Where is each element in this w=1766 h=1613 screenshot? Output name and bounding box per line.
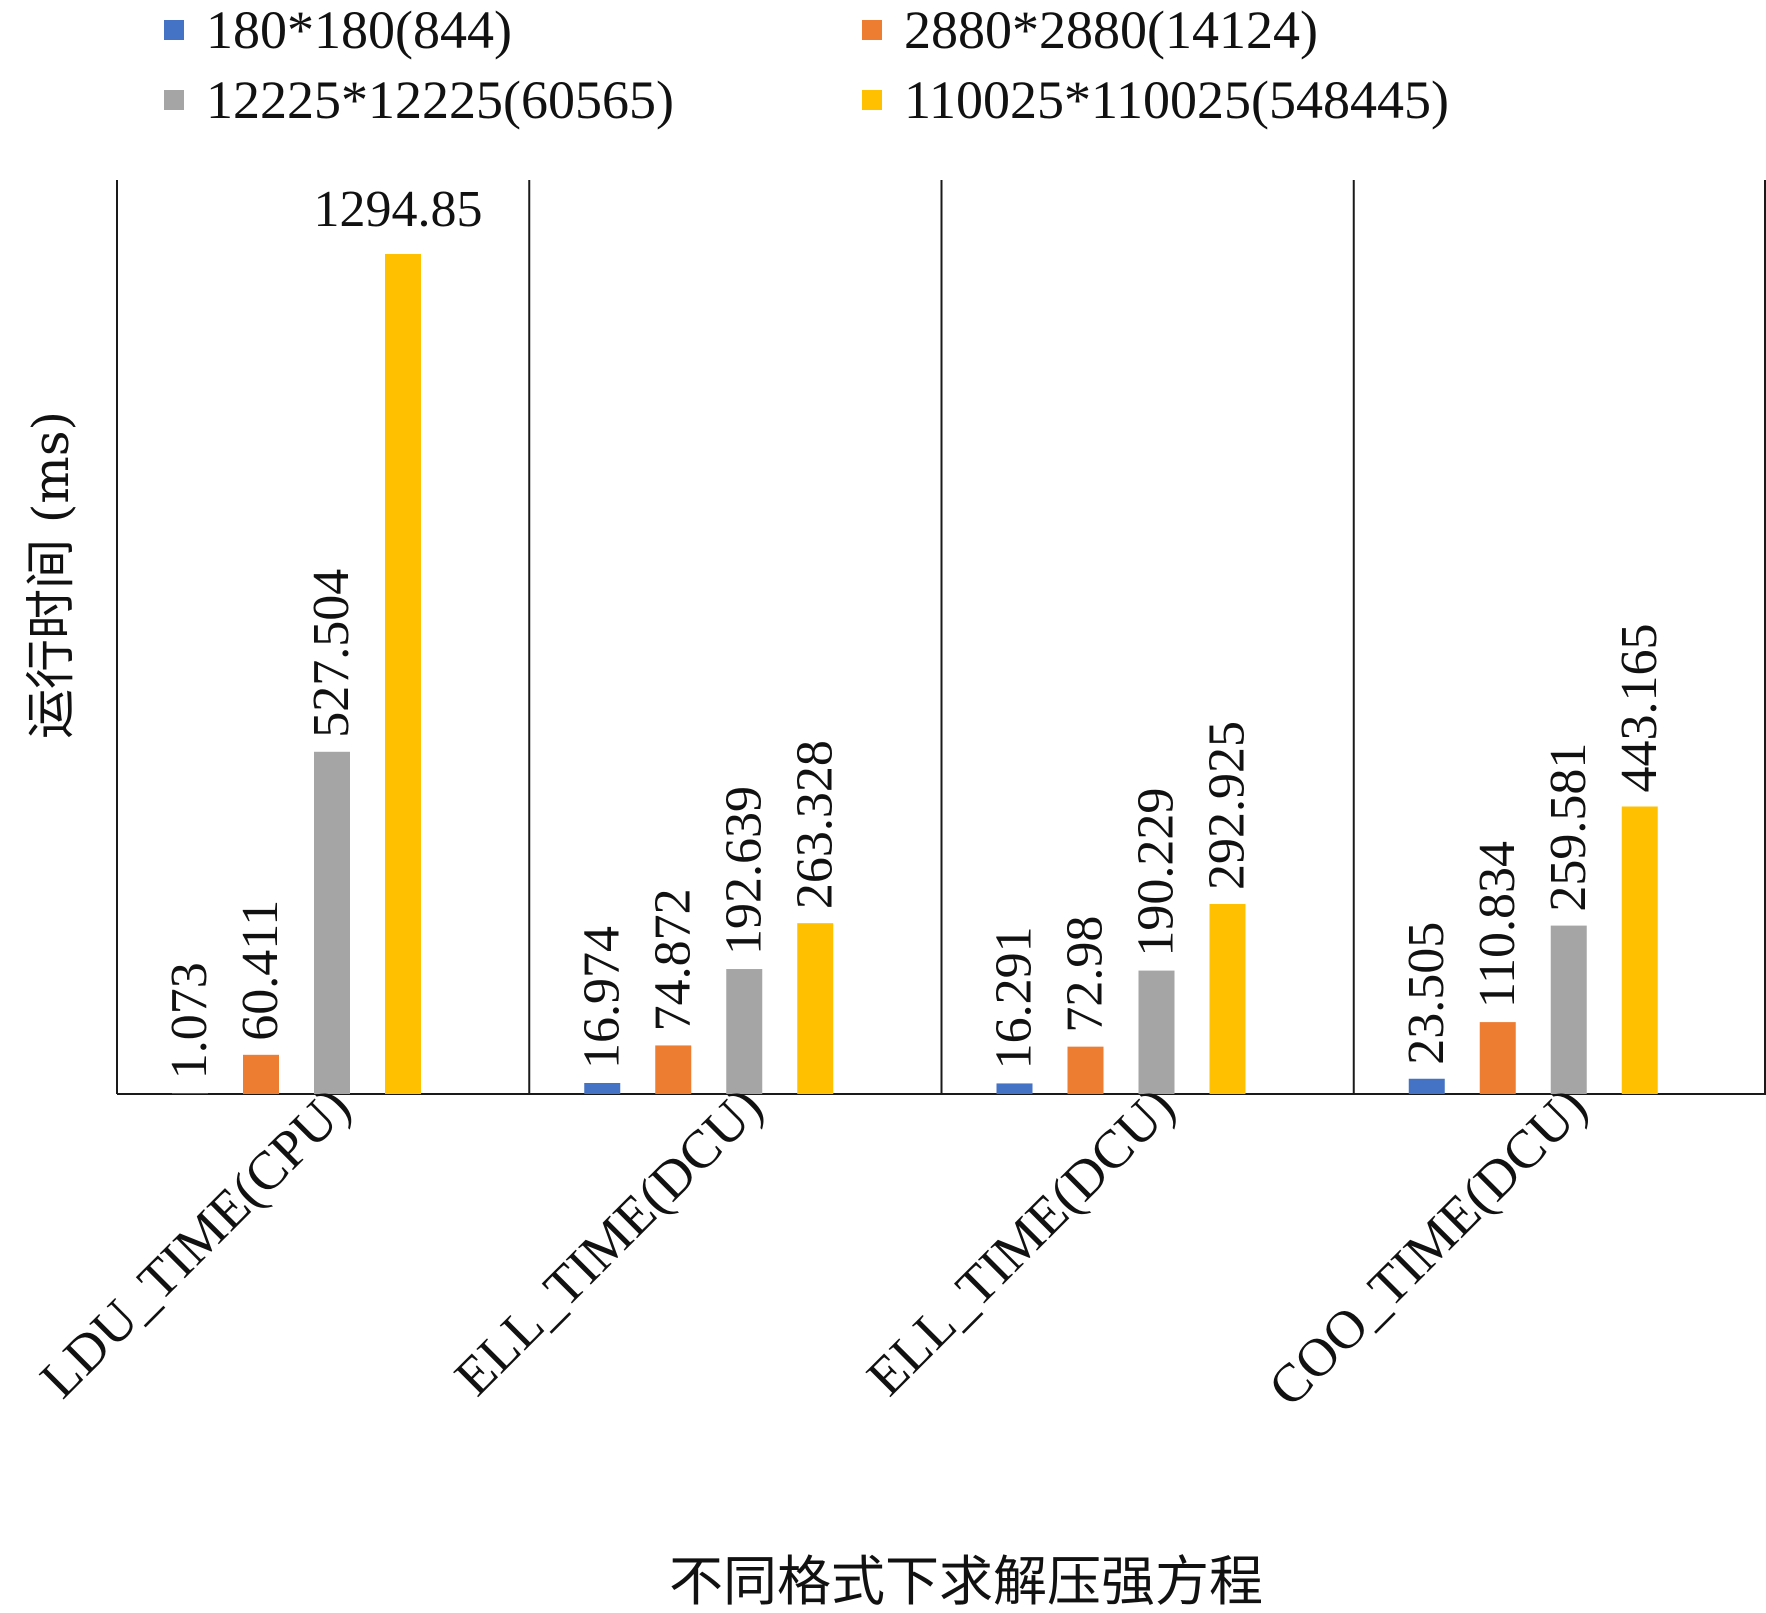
data-label: 16.291 (986, 926, 1043, 1069)
data-label: 259.581 (1540, 743, 1597, 912)
category-label: COO_TIME(DCU) (1257, 1076, 1599, 1418)
bar (1550, 925, 1587, 1094)
y-axis-title: 运行时间 (ms) (22, 411, 80, 739)
legend-label: 110025*110025(548445) (904, 70, 1449, 130)
category-label: ELL_TIME(DCU) (443, 1076, 774, 1407)
bar (1479, 1022, 1516, 1094)
data-label: 1294.85 (314, 181, 483, 238)
bar (385, 254, 421, 1094)
bar (584, 1082, 621, 1094)
bar (243, 1054, 279, 1094)
legend-swatch (164, 90, 184, 110)
category-label: ELL_TIME(DCU) (855, 1076, 1186, 1407)
legend-label: 180*180(844) (206, 0, 512, 60)
data-label: 443.165 (1611, 624, 1668, 793)
legend: 180*180(844) 2880*2880(14124) 12225*12225(… (164, 0, 1449, 130)
data-label: 23.505 (1398, 922, 1455, 1065)
data-labels: 1.073 60.411 527.504 1294.85 16.974 74.872192… (161, 181, 1668, 1079)
data-label: 1.073 (161, 962, 218, 1079)
data-label: 292.925 (1199, 721, 1256, 890)
x-axis-title: 不同格式下求解压强方程 (669, 1550, 1263, 1613)
legend-swatch (862, 90, 882, 110)
bar (996, 1083, 1033, 1094)
data-label: 192.639 (715, 786, 772, 955)
bar (1621, 806, 1658, 1094)
bar (1408, 1078, 1445, 1094)
bars (172, 254, 1658, 1094)
bar (1138, 970, 1175, 1094)
bar (726, 969, 763, 1094)
bar (314, 751, 350, 1094)
bar (797, 923, 834, 1094)
data-label: 72.98 (1057, 916, 1114, 1033)
data-label: 263.328 (786, 740, 843, 909)
bar (1209, 903, 1246, 1094)
legend-label: 12225*12225(60565) (206, 70, 674, 130)
data-label: 74.872 (644, 888, 701, 1031)
bar (655, 1045, 692, 1094)
legend-swatch (862, 20, 882, 40)
legend-label: 2880*2880(14124) (904, 0, 1318, 60)
category-label: LDU_TIME(CPU) (29, 1076, 362, 1409)
data-label: 190.229 (1128, 788, 1185, 957)
bar (172, 1093, 208, 1094)
data-label: 110.834 (1469, 841, 1526, 1008)
data-label: 16.974 (573, 926, 630, 1069)
legend-swatch (164, 20, 184, 40)
data-label: 527.504 (303, 569, 360, 738)
bar (1067, 1046, 1104, 1094)
data-label: 60.411 (232, 900, 289, 1041)
category-labels: LDU_TIME(CPU) ELL_TIME(DCU) ELL_TIME(DCU) C… (29, 1076, 1599, 1418)
